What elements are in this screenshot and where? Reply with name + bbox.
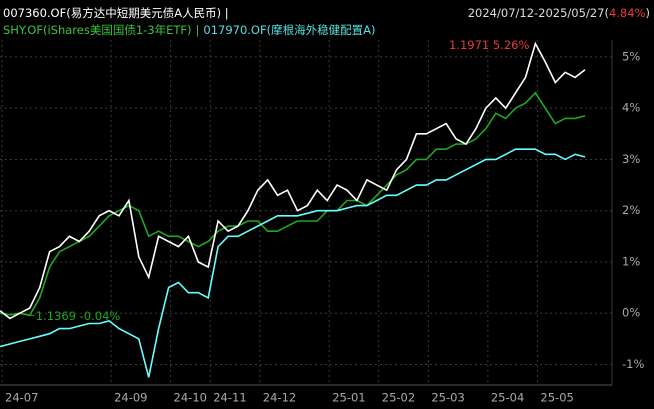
legend-label: 007360.OF(易方达中短期美元债A人民币) xyxy=(3,6,221,20)
series-line xyxy=(0,91,586,317)
series-line xyxy=(0,41,586,320)
x-tick-label: 25-01 xyxy=(332,391,365,405)
separator: | xyxy=(196,23,200,37)
period-return: 4.84% xyxy=(609,6,646,20)
series-line xyxy=(0,148,586,378)
legend-row: SHY.OF(iShares美国国债1-3年ETF) | 017970.OF(摩根海… xyxy=(3,23,375,37)
x-tick-label: 25-05 xyxy=(540,391,573,405)
bracket: ( xyxy=(604,6,609,20)
y-tick-label: 2% xyxy=(622,203,640,217)
separator: | xyxy=(225,6,229,20)
x-tick-label: 24-10 xyxy=(174,391,207,405)
x-tick-label: 25-04 xyxy=(491,391,524,405)
x-tick-label: 24-12 xyxy=(263,391,296,405)
y-tick-label: 1% xyxy=(622,254,640,268)
y-tick-label: 4% xyxy=(622,101,640,115)
x-tick-label: 25-03 xyxy=(431,391,464,405)
legend-entry: 007360.OF(易方达中短期美元债A人民币) | xyxy=(3,6,229,20)
annotation: 1.1971 5.26% xyxy=(449,38,529,52)
y-tick-label: 3% xyxy=(622,152,640,166)
x-tick-label: 24-09 xyxy=(114,391,147,405)
y-tick-label: 5% xyxy=(622,49,640,63)
legend-label: SHY.OF(iShares美国国债1-3年ETF) xyxy=(3,23,192,37)
period: 2024/07/12-2025/05/27(4.84%) xyxy=(468,6,650,20)
y-tick-label: 0% xyxy=(622,306,640,320)
x-tick-label: 24-07 xyxy=(5,391,38,405)
x-tick-label: 24-11 xyxy=(213,391,246,405)
y-tick-label: -1% xyxy=(622,357,644,371)
annotation: 1.1369 -0.04% xyxy=(36,309,121,323)
x-tick-label: 25-02 xyxy=(382,391,415,405)
period-range: 2024/07/12-2025/05/27 xyxy=(468,6,605,20)
bracket: ) xyxy=(646,6,651,20)
legend-label: 017970.OF(摩根海外稳健配置A) xyxy=(203,23,375,37)
